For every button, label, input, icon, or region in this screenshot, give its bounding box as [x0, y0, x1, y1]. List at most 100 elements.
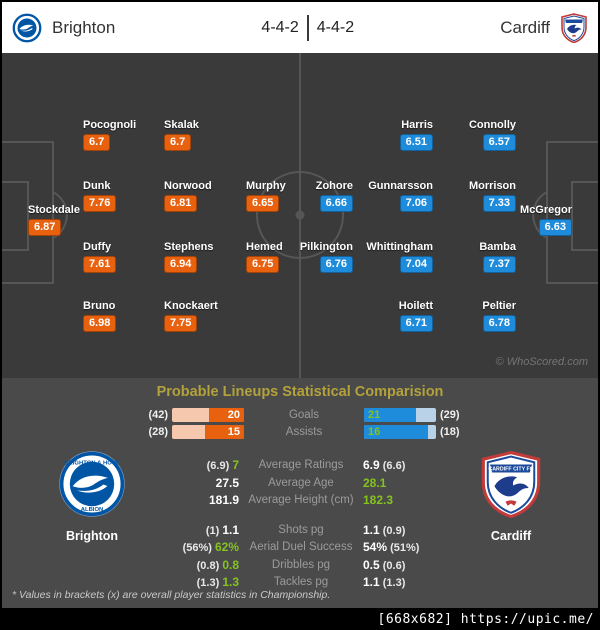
- home-stat-value: (1) 1.1: [2, 521, 247, 539]
- home-bar-fill: 15: [205, 425, 244, 439]
- player-zohore[interactable]: Zohore 6.66: [316, 180, 353, 212]
- player-harris[interactable]: Harris 6.51: [399, 119, 433, 151]
- player-norwood[interactable]: Norwood 6.81: [164, 180, 212, 212]
- player-rating-badge: 6.7: [83, 134, 111, 151]
- svg-text:ALBION: ALBION: [81, 507, 104, 513]
- formations: 4-4-2 4-4-2: [261, 14, 354, 41]
- away-stat-number: 6.9: [363, 458, 380, 472]
- stat-label: Average Age: [268, 476, 334, 489]
- player-dunk[interactable]: Dunk 7.76: [83, 180, 117, 212]
- player-name: Murphy: [246, 180, 286, 192]
- player-name: Zohore: [315, 180, 353, 192]
- home-crest-block: BRIGHTON & HOVE ALBION Brighton: [49, 450, 135, 543]
- player-name: McGregor: [520, 204, 572, 216]
- away-crest-block: CARDIFF CITY FC Cardiff: [468, 450, 554, 543]
- home-stat-bracket: (1.3): [196, 577, 223, 589]
- formation-divider: [306, 14, 309, 41]
- away-stat-value: 1.1 (0.9): [355, 521, 598, 539]
- player-rating-badge: 6.71: [399, 315, 433, 332]
- home-stat-number: 1.3: [222, 575, 239, 589]
- stat-row-shots-pg: (1) 1.1 Shots pg 1.1 (0.9): [2, 521, 598, 539]
- player-skalak[interactable]: Skalak 6.7: [164, 119, 199, 151]
- stat-row-average-ratings: (6.9) 7 Average Ratings 6.9 (6.6): [2, 456, 598, 474]
- match-header: Brighton 4-4-2 4-4-2 Cardiff: [2, 2, 598, 53]
- stat-rows-group2: (1) 1.1 Shots pg 1.1 (0.9) (56%) 62% Aerial …: [2, 521, 598, 591]
- stats-footnote: * Values in brackets (x) are overall pla…: [12, 589, 331, 601]
- away-stat-number: 1.1: [363, 575, 380, 589]
- player-name: Whittingham: [366, 241, 433, 253]
- player-stephens[interactable]: Stephens 6.94: [164, 241, 214, 273]
- stat-label: Dribbles pg: [271, 558, 331, 571]
- player-connolly[interactable]: Connolly 6.57: [469, 119, 516, 151]
- player-peltier[interactable]: Peltier 6.78: [482, 300, 516, 332]
- player-name: Bamba: [479, 241, 516, 253]
- player-name: Morrison: [468, 180, 516, 192]
- home-bar-fill: 20: [209, 408, 244, 422]
- brighton-logo-icon: [12, 13, 42, 42]
- player-murphy[interactable]: Murphy 6.65: [246, 180, 286, 212]
- player-rating-badge: 6.63: [538, 219, 572, 236]
- away-bar-fill: 16: [364, 425, 429, 439]
- player-mcgregor[interactable]: McGregor 6.63: [520, 204, 572, 236]
- footer-watermark-bar: [668x682] https://upic.me/: [0, 608, 600, 630]
- home-stat-value: 181.9: [2, 491, 247, 509]
- player-name: Knockaert: [164, 300, 218, 312]
- player-rating-badge: 6.65: [246, 195, 280, 212]
- player-name: Dunk: [83, 180, 111, 192]
- player-rating-badge: 7.33: [482, 195, 516, 212]
- player-pocognoli[interactable]: Pocognoli 6.7: [83, 119, 136, 151]
- stats-panel: Probable Lineups Statistical Comparision…: [2, 378, 598, 608]
- player-rating-badge: 6.87: [28, 219, 62, 236]
- away-overall-value: (18): [440, 426, 460, 438]
- away-stat-value: 54% (51%): [355, 538, 598, 556]
- away-stat-value: 28.1: [355, 474, 598, 492]
- home-stat-number: 181.9: [208, 493, 239, 507]
- stat-rows-group1: (6.9) 7 Average Ratings 6.9 (6.6) 27.5 Avera…: [2, 456, 598, 509]
- home-overall-value: (42): [148, 409, 168, 421]
- stats-title: Probable Lineups Statistical Comparision: [156, 384, 444, 400]
- player-bamba[interactable]: Bamba 7.37: [479, 241, 516, 273]
- away-stat-number: 0.5: [363, 557, 380, 572]
- player-stockdale[interactable]: Stockdale 6.87: [28, 204, 80, 236]
- player-rating-badge: 7.61: [83, 256, 117, 273]
- home-stat-value: (1.3) 1.3: [2, 573, 247, 591]
- stat-row-average-height-cm-: 181.9 Average Height (cm) 182.3: [2, 491, 598, 509]
- home-team-header[interactable]: Brighton: [12, 13, 115, 43]
- player-rating-badge: 6.98: [83, 315, 117, 332]
- home-stat-bracket: (56%): [182, 542, 215, 554]
- stat-row-dribbles-pg: (0.8) 0.8 Dribbles pg 0.5 (0.6): [2, 556, 598, 574]
- player-bruno[interactable]: Bruno 6.98: [83, 300, 117, 332]
- player-hoilett[interactable]: Hoilett 6.71: [399, 300, 433, 332]
- home-bar-assists: 15: [172, 425, 244, 439]
- away-overall-value: (29): [440, 409, 460, 421]
- player-rating-badge: 7.75: [164, 315, 198, 332]
- player-hemed[interactable]: Hemed 6.75: [246, 241, 283, 273]
- bar-row-goals: (42) 20 Goals 21 (29): [2, 408, 598, 422]
- stat-row-aerial-duel-success: (56%) 62% Aerial Duel Success 54% (51%): [2, 538, 598, 556]
- home-formation: 4-4-2: [261, 18, 299, 36]
- player-duffy[interactable]: Duffy 7.61: [83, 241, 117, 273]
- player-rating-badge: 6.78: [482, 315, 516, 332]
- away-bar-fill: 21: [364, 408, 416, 422]
- player-gunnarsson[interactable]: Gunnarsson 7.06: [368, 180, 433, 212]
- upic-watermark: [668x682] https://upic.me/: [377, 611, 594, 627]
- away-stat-number: 54%: [363, 540, 388, 554]
- player-pilkington[interactable]: Pilkington 6.76: [300, 241, 353, 273]
- home-stat-bracket: (0.8): [196, 559, 223, 572]
- away-stat-number: 182.3: [363, 493, 394, 507]
- away-team-header[interactable]: Cardiff: [500, 12, 588, 43]
- away-team-name: Cardiff: [500, 17, 550, 37]
- player-whittingham[interactable]: Whittingham 7.04: [366, 241, 433, 273]
- player-morrison[interactable]: Morrison 7.33: [469, 180, 516, 212]
- away-stat-value: 0.5 (0.6): [355, 556, 598, 574]
- player-name: Pilkington: [299, 241, 353, 253]
- player-knockaert[interactable]: Knockaert 7.75: [164, 300, 218, 332]
- player-name: Connolly: [468, 119, 516, 131]
- home-stat-value: (0.8) 0.8: [2, 556, 247, 574]
- bar-row-assists: (28) 15 Assists 16 (18): [2, 425, 598, 439]
- player-rating-badge: 6.57: [482, 134, 516, 151]
- away-stat-bracket: (51%): [387, 542, 420, 554]
- stat-label: Average Height (cm): [248, 494, 354, 506]
- away-stat-value: 182.3: [355, 491, 598, 509]
- player-rating-badge: 7.06: [399, 195, 433, 212]
